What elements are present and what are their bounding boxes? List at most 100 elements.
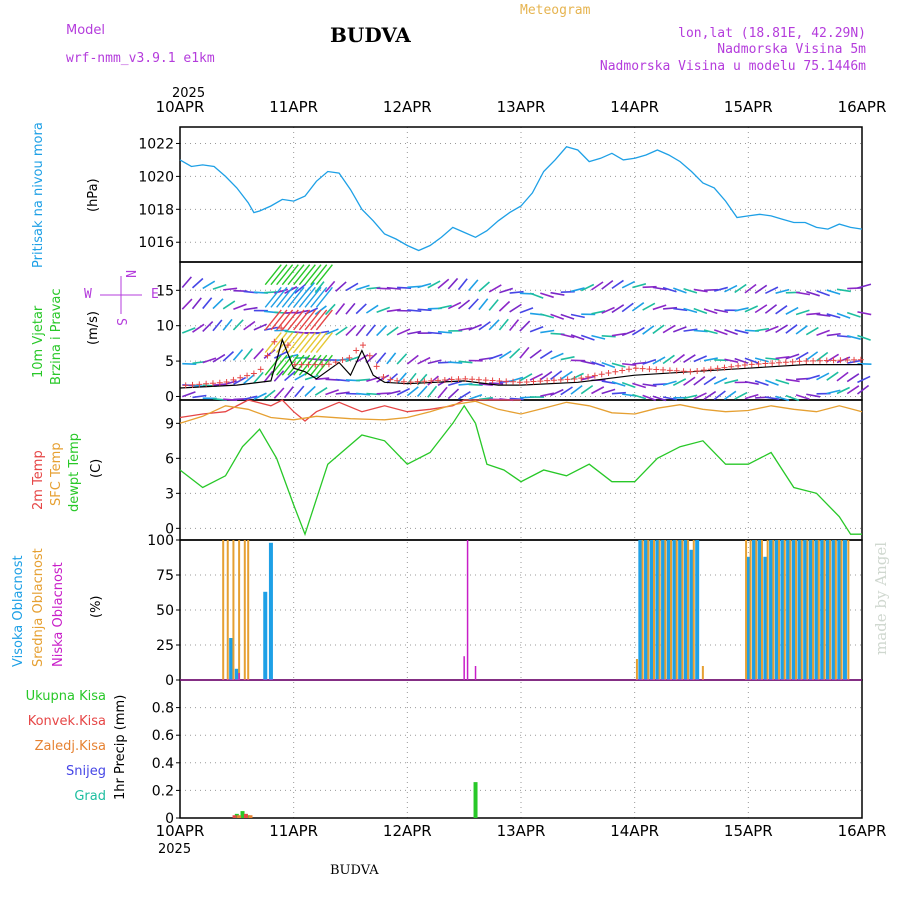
wind-arrow — [857, 334, 871, 341]
wind-gust-marker — [823, 357, 830, 364]
wind-arrow — [406, 386, 419, 397]
wind-gust-marker — [694, 367, 701, 374]
wind-arrow — [539, 350, 553, 360]
cloud-bar-mid — [641, 540, 644, 680]
wind-arrow — [181, 391, 196, 398]
wind-arrow — [765, 396, 780, 400]
wind-gust-marker — [571, 375, 578, 382]
wind-gust-marker — [503, 378, 510, 385]
wind-arrow — [376, 306, 391, 313]
y-tick-label: 50 — [156, 603, 174, 619]
wind-arrow — [560, 356, 575, 361]
wind-gust-marker — [216, 379, 223, 386]
wind-gust-marker — [837, 357, 844, 364]
x-tick-label-bottom: 13APR — [497, 822, 546, 840]
cloud-bar-high — [837, 540, 842, 680]
wind-arrow — [243, 373, 255, 385]
wind-gust-marker — [585, 373, 592, 380]
pressure-line — [179, 146, 863, 252]
wind-arrow — [489, 382, 504, 385]
wind-arrow — [202, 297, 213, 310]
wind-arrow — [601, 388, 616, 395]
wind-arrow — [570, 385, 583, 395]
cloud-bar-high — [229, 638, 234, 680]
wind-arrow — [734, 357, 749, 364]
wind-gust-marker — [816, 357, 823, 364]
y-tick-label: 5 — [165, 354, 174, 370]
wind-arrow — [601, 361, 616, 369]
wind-arrow — [457, 278, 468, 291]
cloud-bar-mid — [806, 540, 809, 680]
wind-arrow — [550, 291, 565, 296]
precip-bar-conv — [232, 815, 237, 818]
y-tick-label: 0.2 — [152, 783, 174, 799]
cloud-bar-mid — [247, 540, 250, 680]
wind-arrow-strong — [270, 309, 288, 331]
cloud-bar-mid — [766, 540, 769, 680]
wind-arrow — [754, 357, 769, 363]
wind-arrow — [365, 324, 376, 337]
wind-arrow — [437, 330, 453, 334]
wind-arrow — [754, 284, 768, 294]
wind-arrow — [376, 287, 391, 290]
cloud-bar-mid — [243, 540, 246, 680]
wind-gust-marker — [557, 376, 564, 383]
wind-gust-marker — [530, 378, 537, 385]
bottom-station-label: BUDVA — [330, 863, 379, 878]
wind-arrow-strong — [298, 264, 316, 286]
wind-compass: N W E S — [84, 270, 159, 326]
wind-arrow — [294, 385, 305, 398]
wind-arrow — [376, 352, 387, 364]
wind-arrow — [805, 326, 819, 336]
wind-arrow — [652, 304, 667, 311]
cloud-bar-mid — [760, 540, 763, 680]
wind-arrow — [652, 324, 665, 335]
wind-arrow — [273, 370, 285, 382]
wind-gust-marker — [523, 378, 530, 385]
cloud-bar-high — [689, 549, 694, 680]
precip-unit: 1hr Precip (mm) — [113, 695, 128, 800]
wind-arrow — [529, 292, 544, 299]
cloud-bar-low — [466, 540, 469, 680]
wind-arrow — [355, 303, 367, 315]
wind-arrow — [529, 326, 544, 333]
wind-gust-marker — [421, 378, 428, 385]
wind-gust-marker — [646, 366, 653, 373]
cloud-bar-high — [655, 540, 660, 680]
wind-gust-marker — [612, 368, 619, 375]
wind-arrow — [560, 386, 573, 396]
wind-arrow — [734, 329, 749, 334]
wind-arrow — [826, 389, 841, 395]
wind-arrow — [580, 384, 594, 395]
wind-gust-marker — [803, 358, 810, 365]
wind-gust-marker — [414, 378, 421, 385]
wind-arrow — [243, 320, 256, 331]
precip-label-total: Ukupna Kisa — [26, 689, 106, 704]
wind-arrow-strong — [315, 264, 333, 286]
wind-arrow — [243, 306, 258, 311]
wind-arrow — [324, 280, 336, 293]
wind-arrow — [714, 308, 729, 314]
wind-arrow — [457, 299, 471, 310]
cloud-bar-high — [769, 540, 774, 680]
wind-arrow — [345, 302, 356, 315]
wind-arrow-strong — [287, 309, 305, 331]
wind-gust-marker — [714, 365, 721, 372]
cloud-bar-high — [661, 540, 666, 680]
wind-arrow — [253, 323, 268, 331]
wind-arrow — [693, 355, 707, 363]
wind-arrow — [703, 288, 719, 292]
cloud-bar-mid — [812, 540, 815, 680]
temp-unit: (C) — [89, 459, 104, 478]
x-tick-label-bottom: 12APR — [383, 822, 432, 840]
wind-gust-marker — [441, 376, 448, 383]
wind-arrow — [683, 394, 698, 400]
wind-arrow-strong — [276, 264, 294, 286]
wind-arrow — [765, 325, 779, 333]
wind-arrow — [662, 324, 676, 334]
wind-gust-marker — [223, 378, 230, 385]
wind-gust-marker — [435, 377, 442, 384]
cloud-bar-mid — [823, 540, 826, 680]
wind-gust-marker — [278, 324, 285, 331]
wind-arrow — [693, 288, 708, 293]
